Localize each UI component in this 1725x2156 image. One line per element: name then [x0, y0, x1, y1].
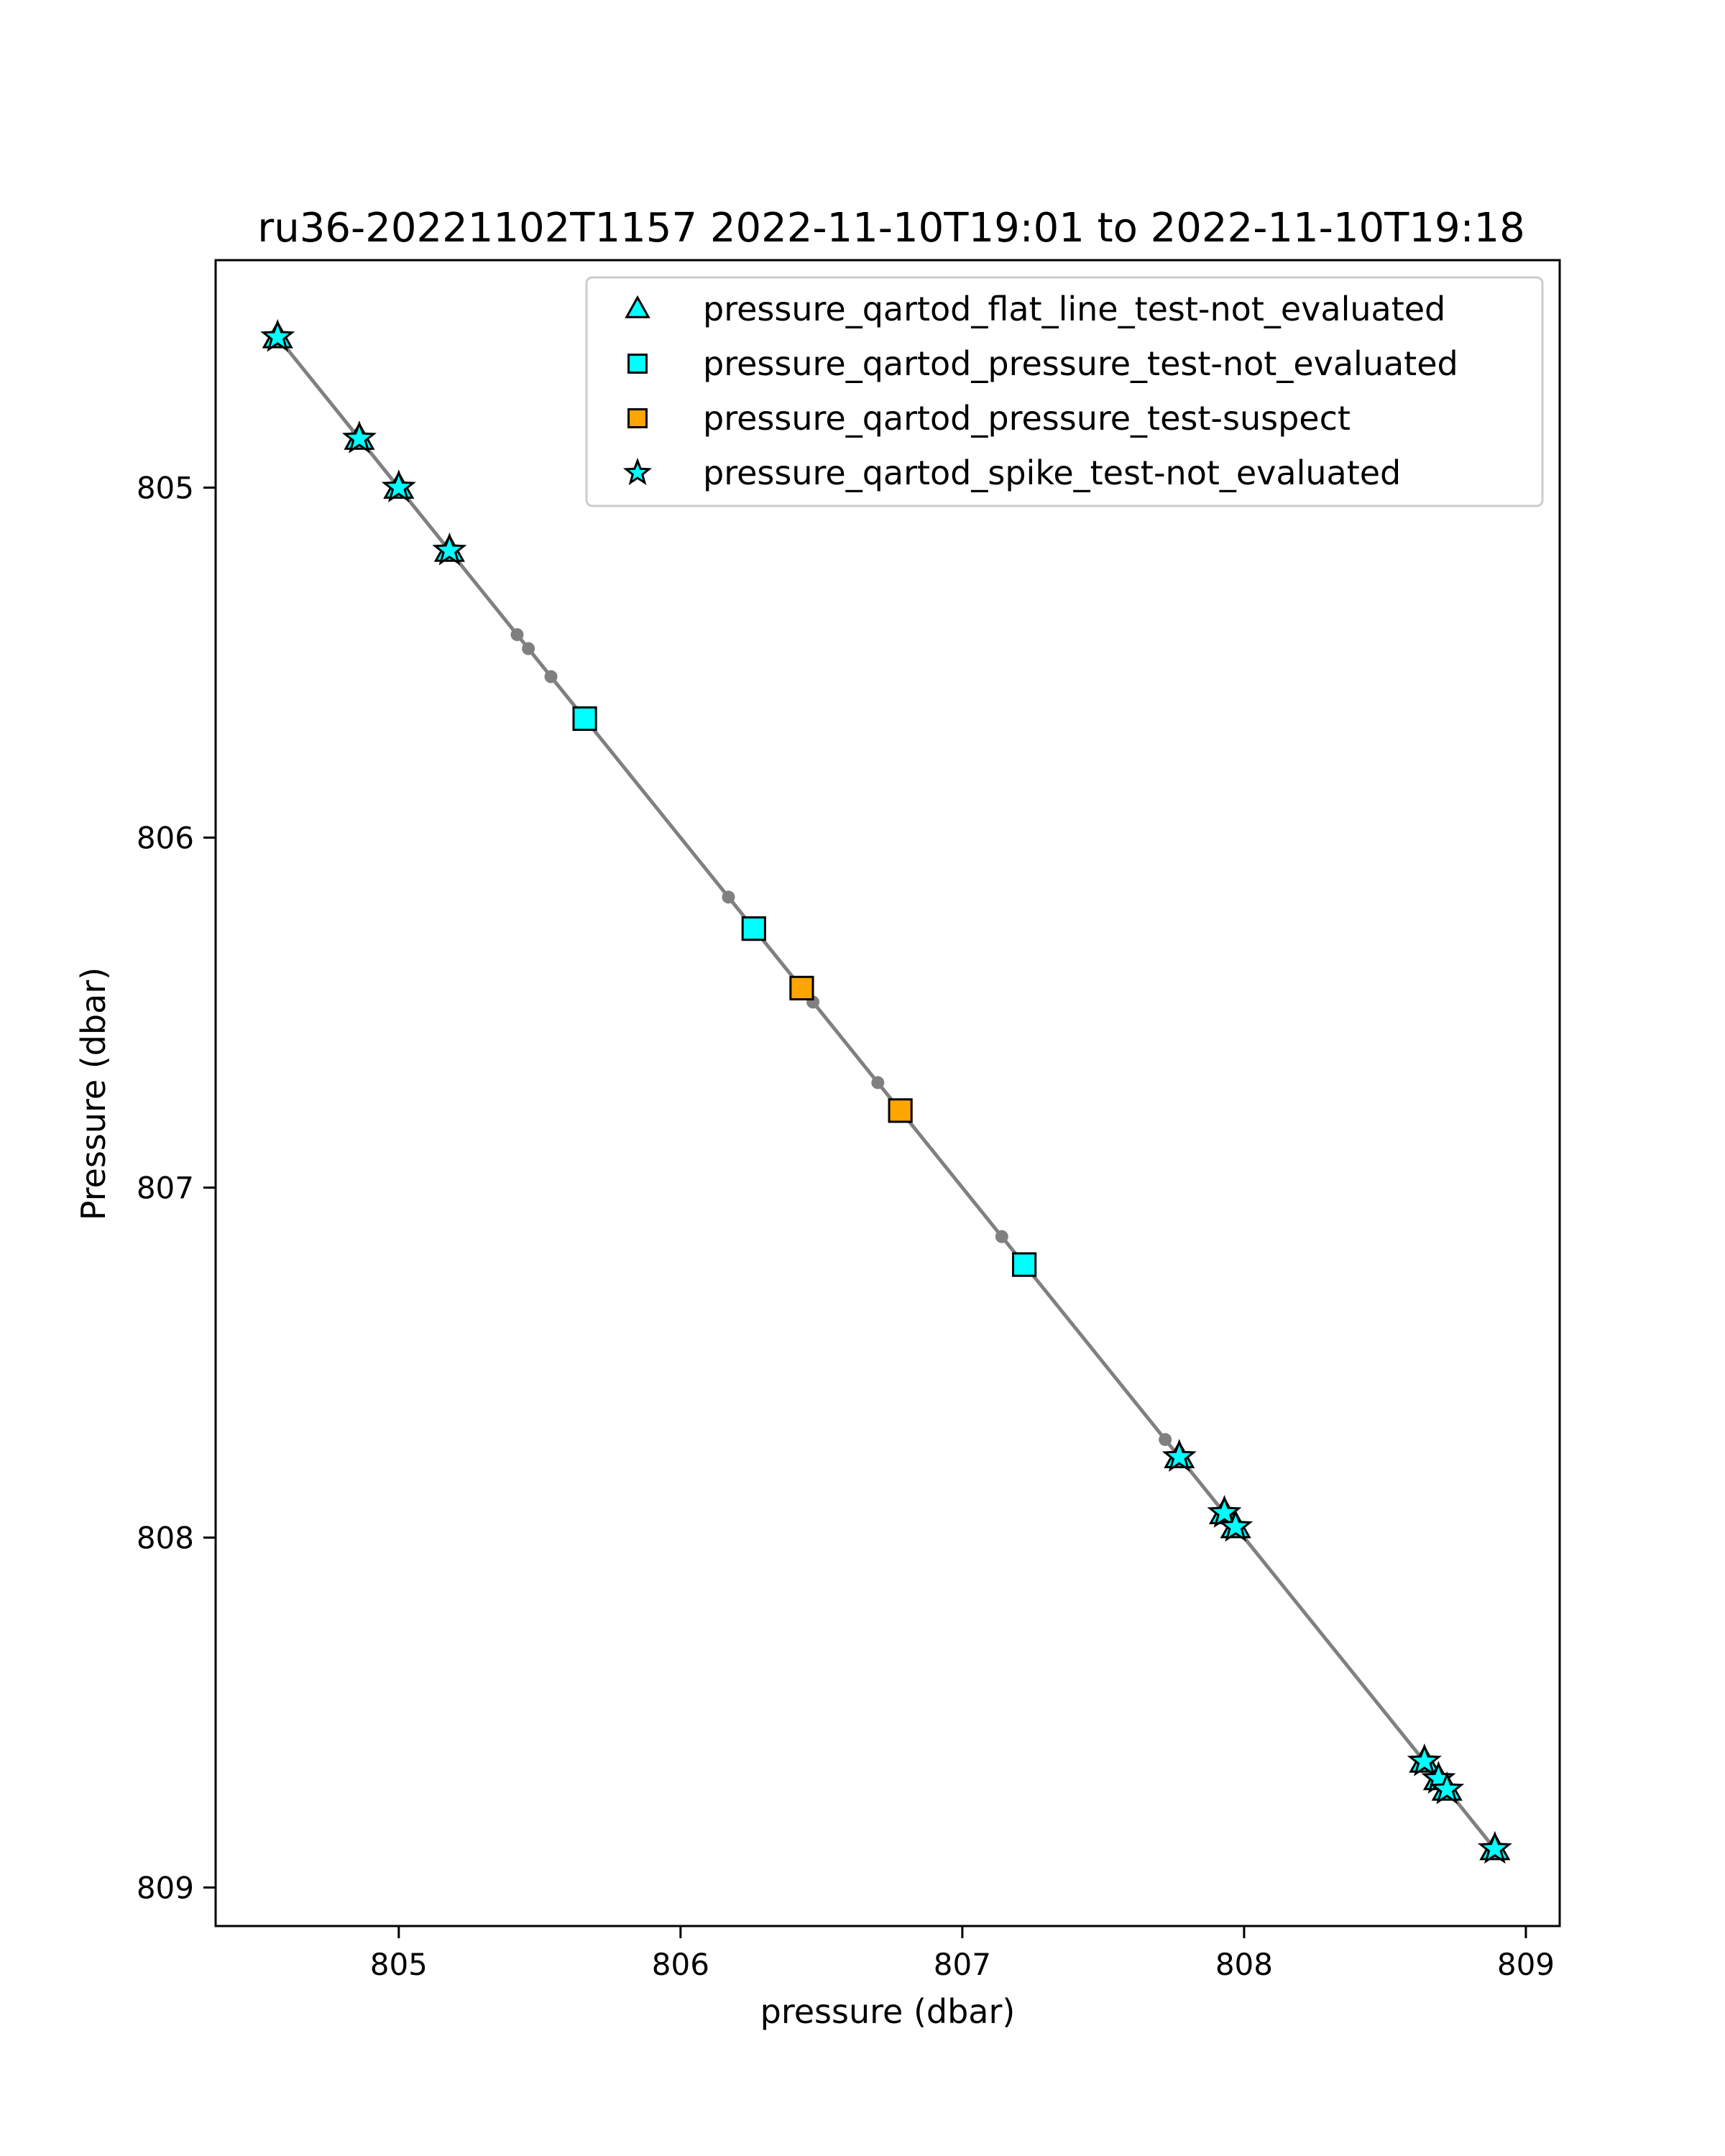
legend-entry: pressure_qartod_pressure_test-not_evalua…: [703, 344, 1458, 383]
data-point: [572, 706, 597, 732]
profile-point: [522, 642, 535, 655]
x-tick-label: 809: [1497, 1947, 1555, 1982]
profile-point: [722, 890, 735, 904]
data-point: [741, 916, 766, 941]
x-tick-label: 805: [370, 1947, 428, 1982]
legend-marker: [622, 457, 653, 486]
data-point: [1218, 1508, 1254, 1542]
profile-point: [544, 670, 558, 683]
profile-point: [871, 1076, 885, 1089]
data-point: [260, 318, 295, 352]
profile-point: [995, 1230, 1008, 1243]
legend-entry: pressure_qartod_pressure_test-suspect: [703, 399, 1351, 438]
x-axis: 805 806 807 808 809: [370, 1926, 1555, 1982]
y-tick-label: 805: [137, 471, 194, 506]
data-point: [381, 469, 416, 502]
profile-point: [1159, 1433, 1172, 1447]
data-point: [1430, 1771, 1465, 1805]
data-point: [1162, 1439, 1197, 1472]
series-pressure_qartod_pressure_test-suspect: [789, 975, 913, 1123]
chart-title: ru36-20221102T1157 2022-11-10T19:01 to 2…: [257, 205, 1524, 252]
legend-entry: pressure_qartod_flat_line_test-not_evalu…: [703, 290, 1445, 328]
series-pressure_qartod_pressure_test-not_evaluated: [572, 706, 1037, 1277]
legend-entry: pressure_qartod_spike_test-not_evaluated: [703, 453, 1401, 492]
data-point: [888, 1098, 913, 1123]
x-axis-label: pressure (dbar): [760, 1992, 1016, 2031]
plot-frame: [214, 259, 1561, 1927]
y-tick-label: 806: [137, 821, 194, 856]
y-tick-label: 809: [137, 1870, 194, 1905]
plot-area: [260, 318, 1512, 1864]
x-tick-label: 808: [1215, 1947, 1273, 1982]
data-point: [432, 532, 467, 566]
data-point: [789, 975, 814, 1001]
y-axis: 805 806 807 808 809: [137, 471, 216, 1905]
x-tick-label: 806: [652, 1947, 709, 1982]
data-point: [1477, 1830, 1512, 1864]
data-point: [1207, 1495, 1242, 1528]
x-tick-label: 807: [934, 1947, 991, 1982]
y-axis-label: Pressure (dbar): [74, 967, 113, 1220]
data-point: [1012, 1252, 1037, 1277]
legend-box: [585, 276, 1544, 507]
series-pressure_qartod_spike_test-not_evaluated: [260, 318, 1512, 1864]
legend-marker: [627, 354, 648, 374]
y-tick-label: 808: [137, 1520, 194, 1555]
y-tick-label: 807: [137, 1170, 194, 1205]
data-point: [1407, 1743, 1442, 1777]
legend-marker: [625, 295, 650, 318]
data-point: [341, 420, 377, 453]
legend-marker: [627, 408, 648, 428]
legend: pressure_qartod_flat_line_test-not_evalu…: [585, 276, 1544, 507]
profile-point: [510, 628, 524, 642]
